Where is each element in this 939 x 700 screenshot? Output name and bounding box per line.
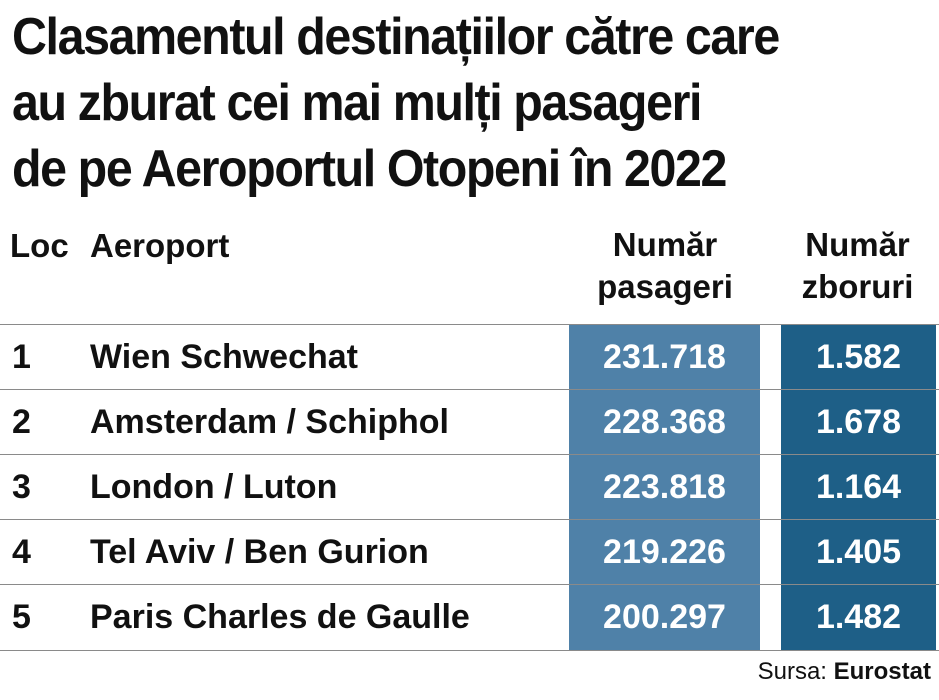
source-name: Eurostat xyxy=(833,658,931,685)
rank-cell: 4 xyxy=(12,533,31,571)
column-header-flights-line1: Număr xyxy=(805,226,910,263)
airport-cell: Wien Schwechat xyxy=(90,338,358,376)
column-header-airport: Aeroport xyxy=(90,227,230,264)
row-divider xyxy=(0,650,939,651)
flights-cell: 1.482 xyxy=(815,598,902,636)
title-line-3: de pe Aeroportul Otopeni în 2022 xyxy=(12,140,727,198)
page-title: Clasamentul destinațiilor către care au … xyxy=(12,4,868,202)
passengers-cell: 223.818 xyxy=(603,468,726,506)
source-credit: Sursa: Eurostat xyxy=(758,652,931,692)
passengers-cell: 200.297 xyxy=(603,598,726,636)
airport-cell: Amsterdam / Schiphol xyxy=(90,403,449,441)
airport-cell: Tel Aviv / Ben Gurion xyxy=(90,533,429,571)
flights-column-band xyxy=(781,325,936,650)
passengers-cell: 231.718 xyxy=(603,338,726,376)
rank-cell: 3 xyxy=(12,468,31,506)
column-header-flights-line2: zboruri xyxy=(801,268,914,305)
rank-cell: 2 xyxy=(12,403,31,441)
column-header-passengers: Număr pasageri xyxy=(570,224,760,308)
rank-cell: 1 xyxy=(12,338,31,376)
column-header-rank: Loc xyxy=(10,227,69,264)
table-row: 3 London / Luton 223.818 1.164 xyxy=(0,455,939,520)
airport-cell: Paris Charles de Gaulle xyxy=(90,598,470,636)
row-divider xyxy=(0,519,939,520)
table-row: 4 Tel Aviv / Ben Gurion 219.226 1.405 xyxy=(0,520,939,585)
rank-cell: 5 xyxy=(12,598,31,636)
table-row: 2 Amsterdam / Schiphol 228.368 1.678 xyxy=(0,390,939,455)
flights-cell: 1.164 xyxy=(815,468,902,506)
table-row: 5 Paris Charles de Gaulle 200.297 1.482 xyxy=(0,585,939,650)
row-divider xyxy=(0,584,939,585)
row-divider xyxy=(0,454,939,455)
title-line-2: au zburat cei mai mulți pasageri xyxy=(12,74,702,132)
flights-cell: 1.678 xyxy=(815,403,902,441)
column-header-passengers-line2: pasageri xyxy=(597,268,733,305)
column-header-passengers-line1: Număr xyxy=(612,226,718,263)
flights-cell: 1.582 xyxy=(815,338,902,376)
passengers-cell: 219.226 xyxy=(603,533,726,571)
passengers-column-band xyxy=(569,325,760,650)
row-divider xyxy=(0,324,939,325)
title-line-1: Clasamentul destinațiilor către care xyxy=(12,8,780,66)
flights-cell: 1.405 xyxy=(815,533,902,571)
airport-cell: London / Luton xyxy=(90,468,338,506)
source-label: Sursa: xyxy=(757,658,827,685)
table-row: 1 Wien Schwechat 231.718 1.582 xyxy=(0,325,939,390)
column-header-flights: Număr zboruri xyxy=(780,224,935,308)
row-divider xyxy=(0,389,939,390)
passengers-cell: 228.368 xyxy=(603,403,726,441)
